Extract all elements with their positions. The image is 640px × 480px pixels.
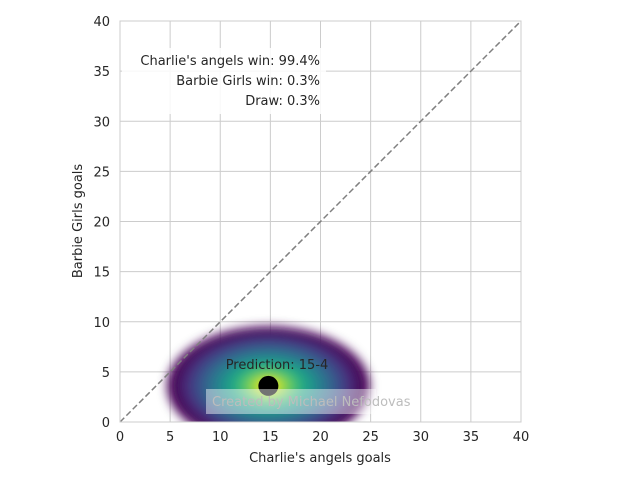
x-axis-label: Charlie's angels goals bbox=[249, 451, 391, 466]
x-tick-labels: 0 5 10 15 20 25 30 35 40 bbox=[116, 430, 529, 445]
x-tick-label: 40 bbox=[513, 430, 530, 445]
y-tick-label: 40 bbox=[93, 15, 110, 30]
y-tick-label: 35 bbox=[93, 65, 110, 80]
prediction-label: Prediction: 15-4 bbox=[226, 358, 329, 373]
diagonal-reference-line bbox=[120, 21, 521, 422]
x-tick-label: 25 bbox=[362, 430, 379, 445]
x-tick-label: 10 bbox=[212, 430, 229, 445]
y-tick-label: 30 bbox=[93, 115, 110, 130]
x-tick-label: 5 bbox=[166, 430, 174, 445]
x-tick-label: 0 bbox=[116, 430, 124, 445]
y-tick-labels: 0 5 10 15 20 25 30 35 40 bbox=[93, 15, 110, 431]
y-tick-label: 5 bbox=[102, 366, 110, 381]
prediction-point bbox=[258, 375, 279, 396]
x-tick-label: 35 bbox=[463, 430, 480, 445]
x-tick-label: 15 bbox=[262, 430, 279, 445]
watermark-text: Created by Michael Nefodovas bbox=[212, 395, 411, 410]
plot-frame bbox=[119, 20, 522, 423]
barbie-girls-win-prob: Barbie Girls win: 0.3% bbox=[176, 74, 320, 89]
y-tick-label: 25 bbox=[93, 165, 110, 180]
y-axis-label: Barbie Girls goals bbox=[71, 164, 86, 279]
y-tick-label: 0 bbox=[102, 416, 110, 431]
win-probability-box bbox=[122, 48, 326, 114]
y-tick-label: 20 bbox=[93, 216, 110, 231]
draw-prob: Draw: 0.3% bbox=[245, 94, 320, 109]
y-tick-label: 10 bbox=[93, 316, 110, 331]
y-tick-label: 15 bbox=[93, 266, 110, 281]
charlies-angels-win-prob: Charlie's angels win: 99.4% bbox=[140, 54, 320, 69]
x-tick-label: 20 bbox=[312, 430, 329, 445]
x-tick-label: 30 bbox=[412, 430, 429, 445]
watermark-box bbox=[206, 389, 376, 414]
